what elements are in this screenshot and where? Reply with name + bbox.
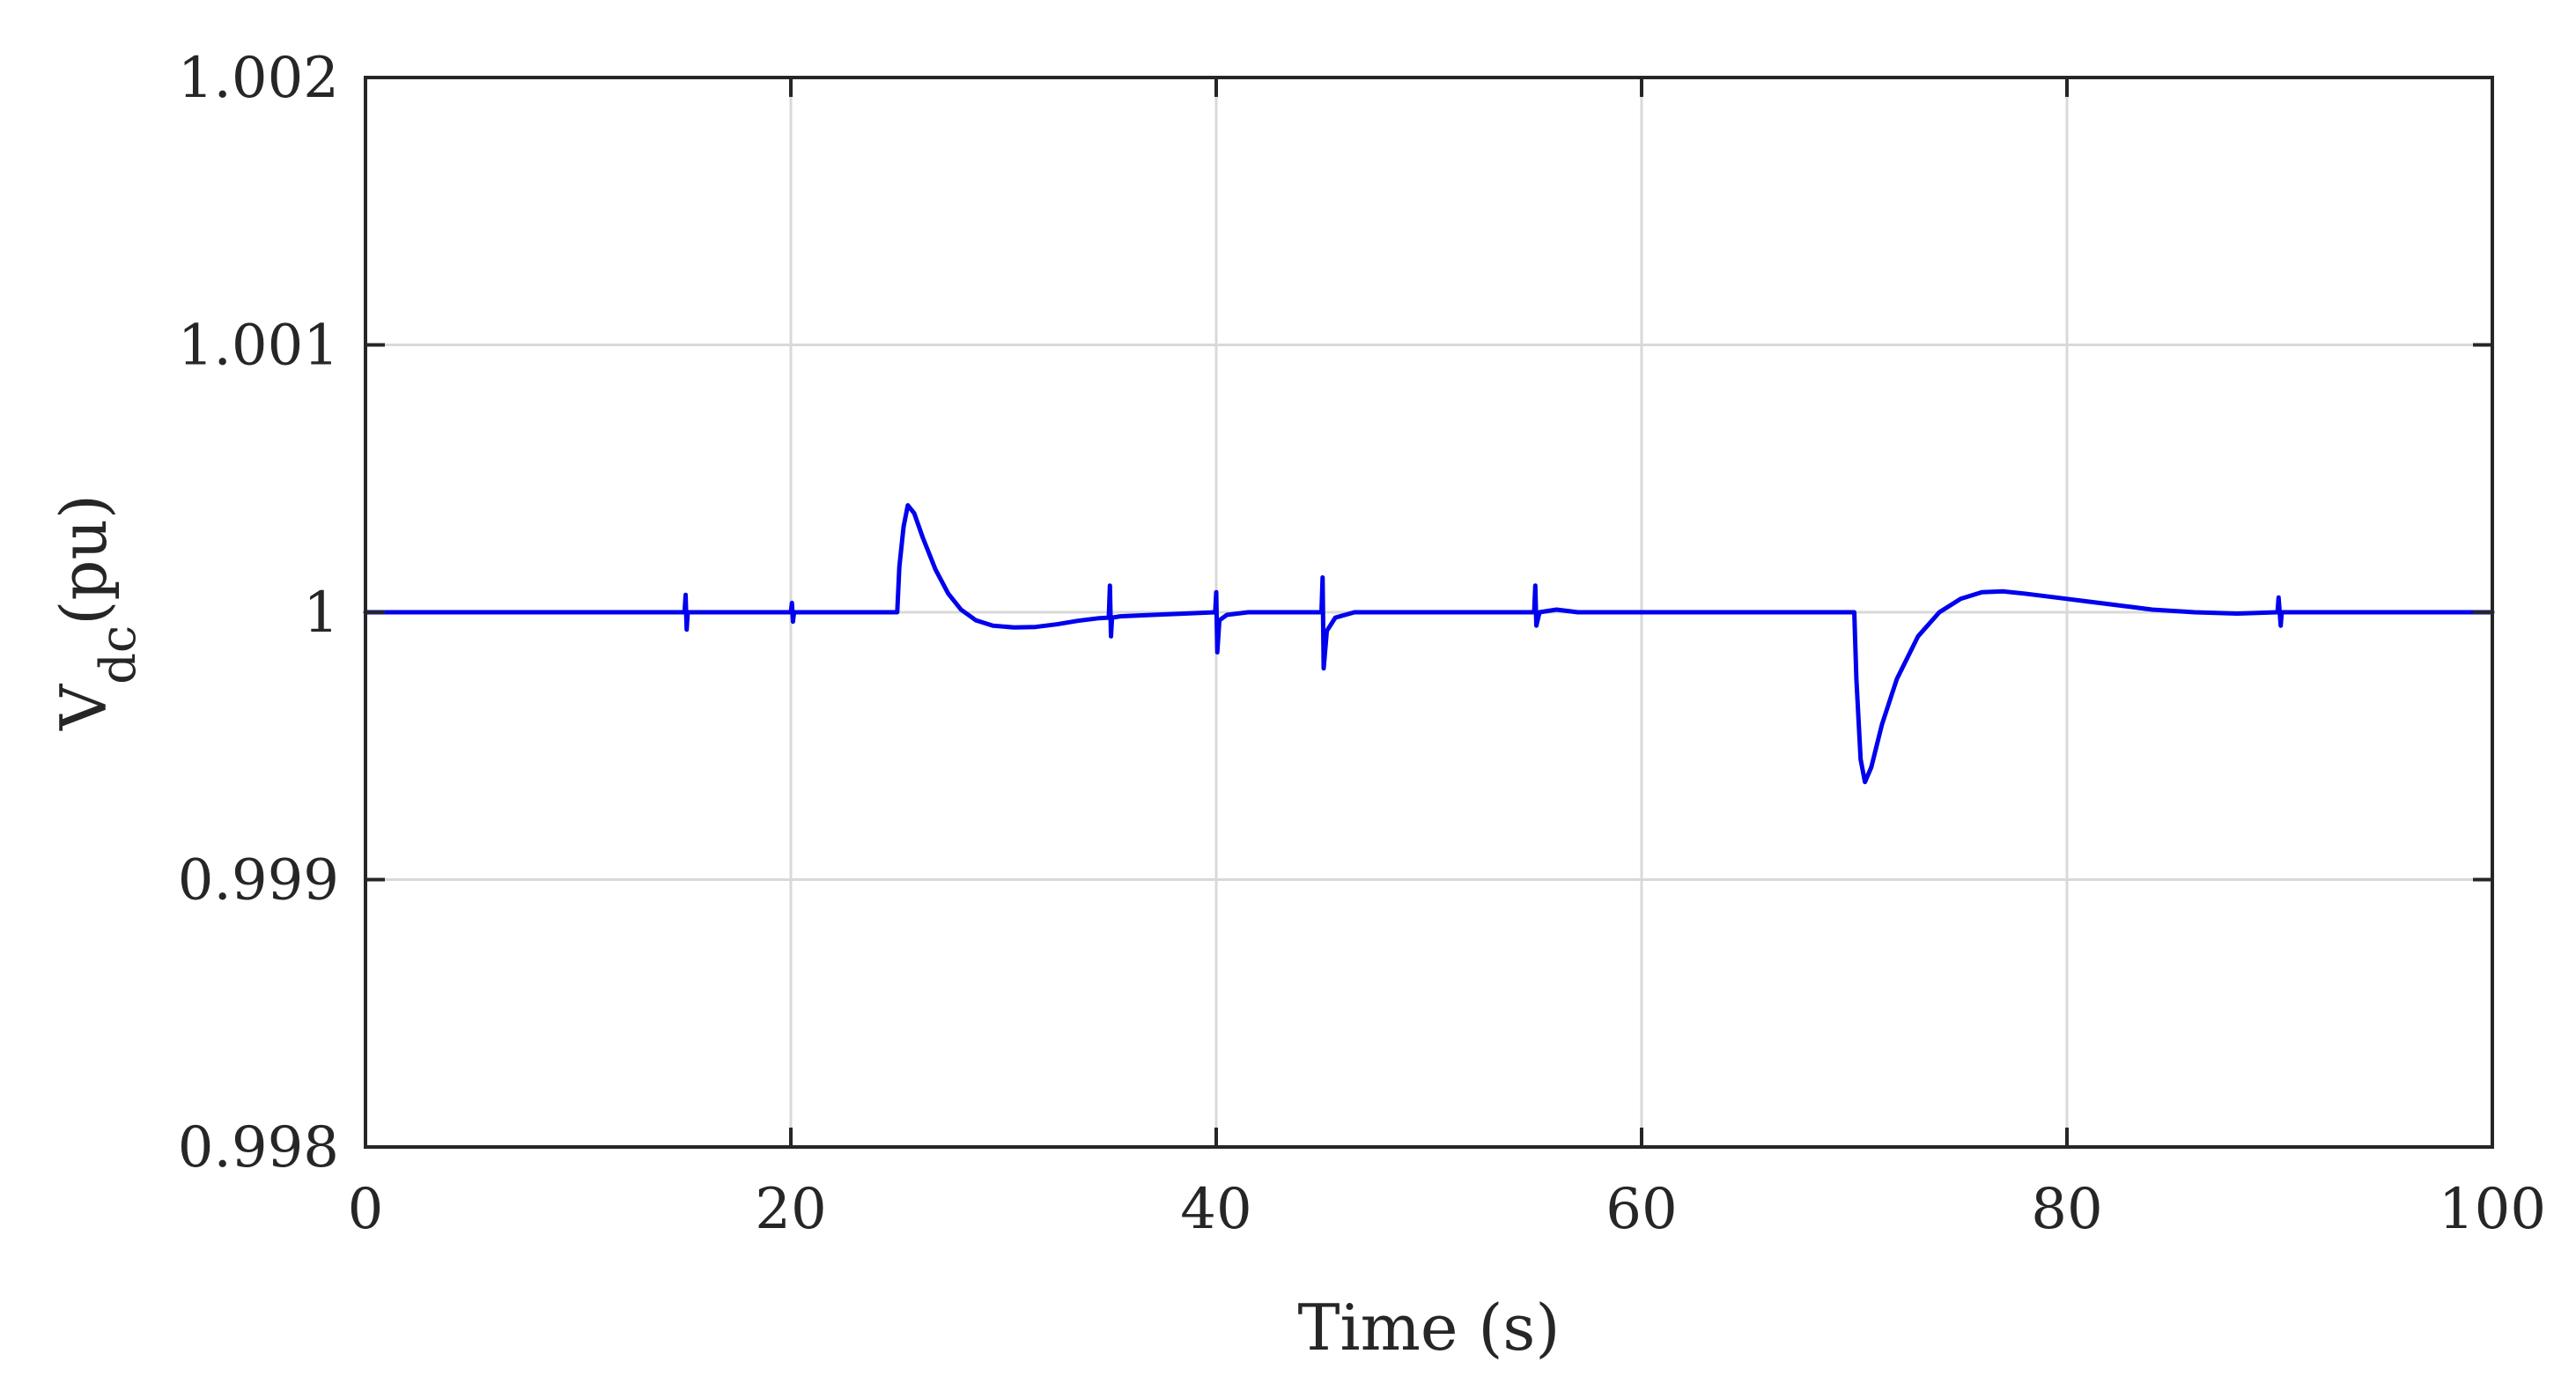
y-axis-label-subscript: dc — [90, 625, 147, 684]
y-tick-label: 1.001 — [178, 314, 339, 379]
y-tick-labels: 0.998 0.999 1 1.001 1.002 — [178, 46, 339, 1180]
x-tick-label: 20 — [755, 1177, 826, 1242]
y-tick-label: 1.002 — [178, 46, 339, 111]
x-tick-label: 100 — [2439, 1177, 2546, 1242]
x-tick-label: 60 — [1605, 1177, 1677, 1242]
y-axis-label-unit: (pu) — [47, 494, 121, 625]
series-layer — [363, 503, 2495, 785]
x-tick-label: 0 — [348, 1177, 384, 1242]
vdc-series-line — [363, 503, 2495, 785]
y-tick-label: 0.999 — [178, 848, 339, 914]
y-tick-label: 0.998 — [178, 1115, 339, 1180]
y-axis-label-main: V — [47, 683, 121, 731]
y-axis-label: Vdc(pu) — [47, 494, 147, 731]
x-axis-label: Time (s) — [1298, 1291, 1561, 1365]
x-tick-label: 80 — [2031, 1177, 2102, 1242]
y-tick-label: 1 — [303, 581, 339, 646]
tick-marks — [364, 76, 2494, 1149]
x-tick-labels: 0 20 40 60 80 100 — [348, 1177, 2546, 1242]
x-tick-label: 40 — [1180, 1177, 1251, 1242]
